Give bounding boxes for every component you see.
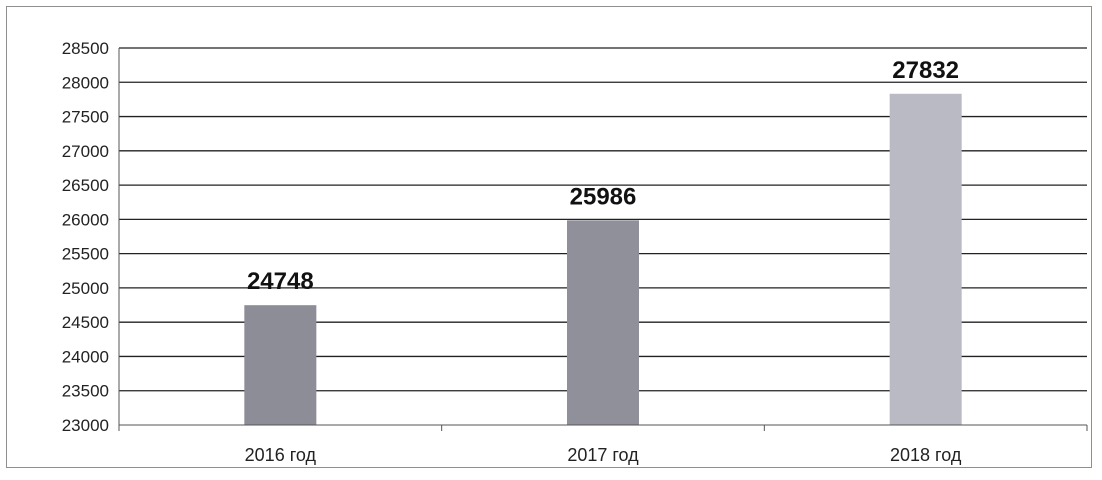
bar [889,93,962,425]
y-tick-label: 23000 [62,416,109,435]
y-tick-label: 26500 [62,176,109,195]
y-axis-tick-labels: 23000 23500 24000 24500 25000 25500 26000 26500… [62,39,109,435]
x-category-label: 2016 год [245,445,317,465]
bar [567,220,639,425]
y-tick-label: 23500 [62,382,109,401]
y-tick-label: 27500 [62,108,109,127]
x-category-label: 2018 год [890,445,962,465]
y-tick-label: 28000 [62,73,109,92]
bar-chart: 23000 23500 24000 24500 25000 25500 26000 26500… [62,39,1088,465]
bar-data-label: 24748 [247,268,314,295]
y-tick-label: 25000 [62,279,109,298]
bar [244,305,317,425]
bar-data-label: 27832 [892,57,959,84]
y-tick-label: 24000 [62,347,109,366]
x-axis [118,48,1088,431]
y-tick-label: 28500 [62,39,109,58]
chart-frame: 23000 23500 24000 24500 25000 25500 26000 26500… [6,6,1092,468]
bars [244,93,962,425]
data-labels: 24748 25986 27832 [247,57,959,295]
y-tick-label: 24500 [62,313,109,332]
x-axis-category-labels: 2016 год 2017 год 2018 год [245,445,962,465]
x-category-label: 2017 год [567,445,639,465]
y-tick-label: 26000 [62,210,109,229]
y-tick-label: 27000 [62,142,109,161]
bar-data-label: 25986 [570,183,637,210]
y-tick-label: 25500 [62,245,109,264]
